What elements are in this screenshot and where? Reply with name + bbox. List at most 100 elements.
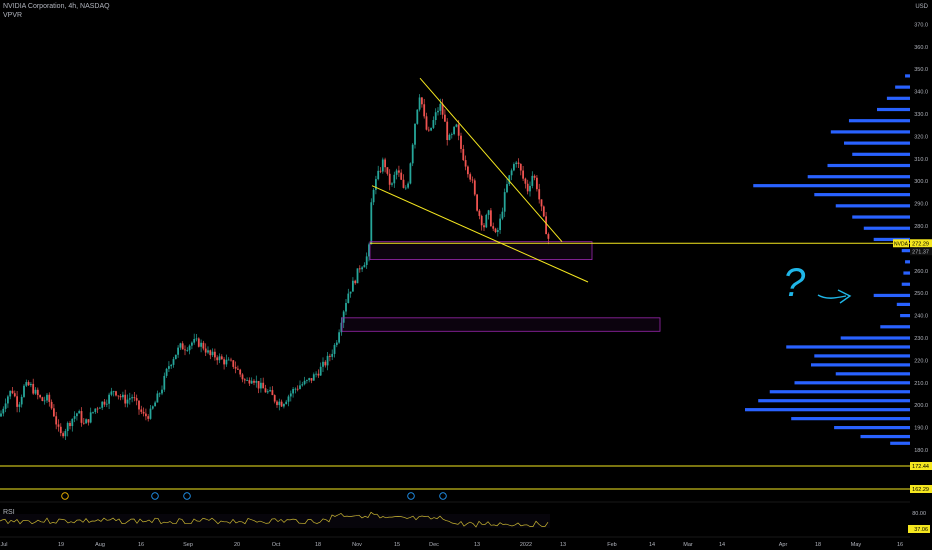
candle-body [287, 396, 290, 402]
candle-body [154, 402, 156, 407]
candle-body [508, 175, 511, 185]
chart-title: NVIDIA Corporation, 4h, NASDAQ [3, 3, 110, 10]
candle-body [170, 364, 173, 367]
candle-body [326, 355, 329, 366]
candle-body [122, 394, 124, 398]
currency-label: USD [915, 4, 928, 10]
event-marker-icon[interactable] [61, 492, 69, 500]
candle-body [4, 403, 7, 409]
event-marker-icon[interactable] [183, 492, 191, 500]
candle-body [421, 97, 423, 105]
candle-body [36, 389, 39, 396]
candle-body [172, 359, 175, 365]
candle-body [487, 210, 490, 215]
candle-body [310, 378, 313, 381]
candle-body [411, 144, 414, 164]
trendline [419, 77, 563, 243]
price-axis-tick: 250.0 [914, 291, 928, 297]
candle-body [27, 382, 30, 386]
candle-body [133, 397, 136, 399]
candle-body [529, 185, 531, 192]
price-axis-tick: 200.0 [914, 403, 928, 409]
candle-body [48, 394, 51, 402]
candle-body [124, 394, 127, 404]
volume-profile-bar [827, 163, 910, 168]
candle-body [30, 383, 32, 386]
candle-body [255, 380, 258, 383]
volume-profile-bar [903, 271, 910, 275]
candle-body [197, 338, 200, 347]
symbol-tag-box [893, 239, 909, 248]
volume-profile-bar [786, 345, 910, 349]
trendline [371, 185, 589, 283]
candle-body [340, 322, 343, 333]
candle-body [496, 230, 499, 233]
candle-body [289, 393, 292, 397]
candle-body [522, 170, 524, 179]
zone-box [369, 241, 593, 260]
rsi-value-text: 37.06 [914, 527, 928, 533]
price-axis-tick: 320.0 [914, 134, 928, 140]
candle-body [370, 202, 373, 245]
volume-profile-bar [880, 325, 910, 329]
time-axis-tick: 20 [234, 542, 240, 548]
price-axis-tick: 290.0 [914, 202, 928, 208]
candle-body [223, 359, 225, 365]
candle-body [365, 256, 368, 266]
price-axis-tick: 180.0 [914, 448, 928, 454]
candle-body [66, 422, 69, 432]
candle-body [273, 395, 276, 402]
candle-body [331, 353, 334, 357]
candle-body [92, 411, 94, 413]
candle-body [253, 380, 255, 383]
candle-body [11, 390, 14, 394]
price-axis[interactable]: 180.0 190.0 200.0 210.0 220.0 230.0 240.0 250.0… [914, 22, 928, 454]
candle-body [227, 359, 230, 361]
time-axis-tick: Nov [352, 542, 362, 548]
candle-body [292, 388, 294, 394]
price-axis-tick: 350.0 [914, 67, 928, 73]
candle-body [540, 199, 543, 207]
candle-body [168, 366, 170, 369]
volume-profile-bar [852, 215, 910, 219]
candle-body [191, 342, 193, 346]
time-axis-tick: 18 [315, 542, 321, 548]
candle-body [352, 280, 354, 292]
candle-body [230, 359, 232, 361]
candle-body [243, 379, 246, 381]
time-axis-tick: 13 [560, 542, 566, 548]
event-marker-icon[interactable] [407, 492, 415, 500]
price-axis-tick: 220.0 [914, 358, 928, 364]
candle-body [395, 170, 398, 175]
volume-profile-bar [890, 441, 910, 445]
candle-body [13, 393, 16, 397]
time-axis-tick: 13 [474, 542, 480, 548]
time-axis[interactable]: Jul 19 Aug 16 Sep 20 Oct 18 Nov 15 Dec 13 2022 13 Feb 1… [0, 542, 903, 548]
event-marker-icon[interactable] [151, 492, 159, 500]
candle-body [96, 408, 99, 410]
candle-body [455, 124, 458, 127]
support-high-tag [910, 462, 932, 470]
candle-body [473, 180, 476, 195]
price-axis-tick: 210.0 [914, 381, 928, 387]
event-marker-icon[interactable] [439, 492, 447, 500]
event-markers[interactable] [61, 492, 447, 500]
candles [0, 94, 550, 441]
time-axis-tick: Sep [183, 542, 193, 548]
volume-profile-bar [900, 314, 910, 318]
candle-body [179, 343, 182, 348]
price-axis-tick: 300.0 [914, 179, 928, 185]
candle-body [393, 174, 396, 184]
candle-body [151, 406, 154, 409]
candle-body [345, 302, 347, 312]
candle-body [138, 400, 140, 410]
candle-body [214, 351, 216, 358]
candle-body [163, 375, 166, 390]
candle-body [145, 413, 147, 417]
volume-profile-bar [814, 193, 910, 197]
candle-body [375, 179, 377, 190]
candle-body [110, 391, 113, 395]
candle-body [188, 345, 191, 351]
candle-body [377, 170, 380, 180]
